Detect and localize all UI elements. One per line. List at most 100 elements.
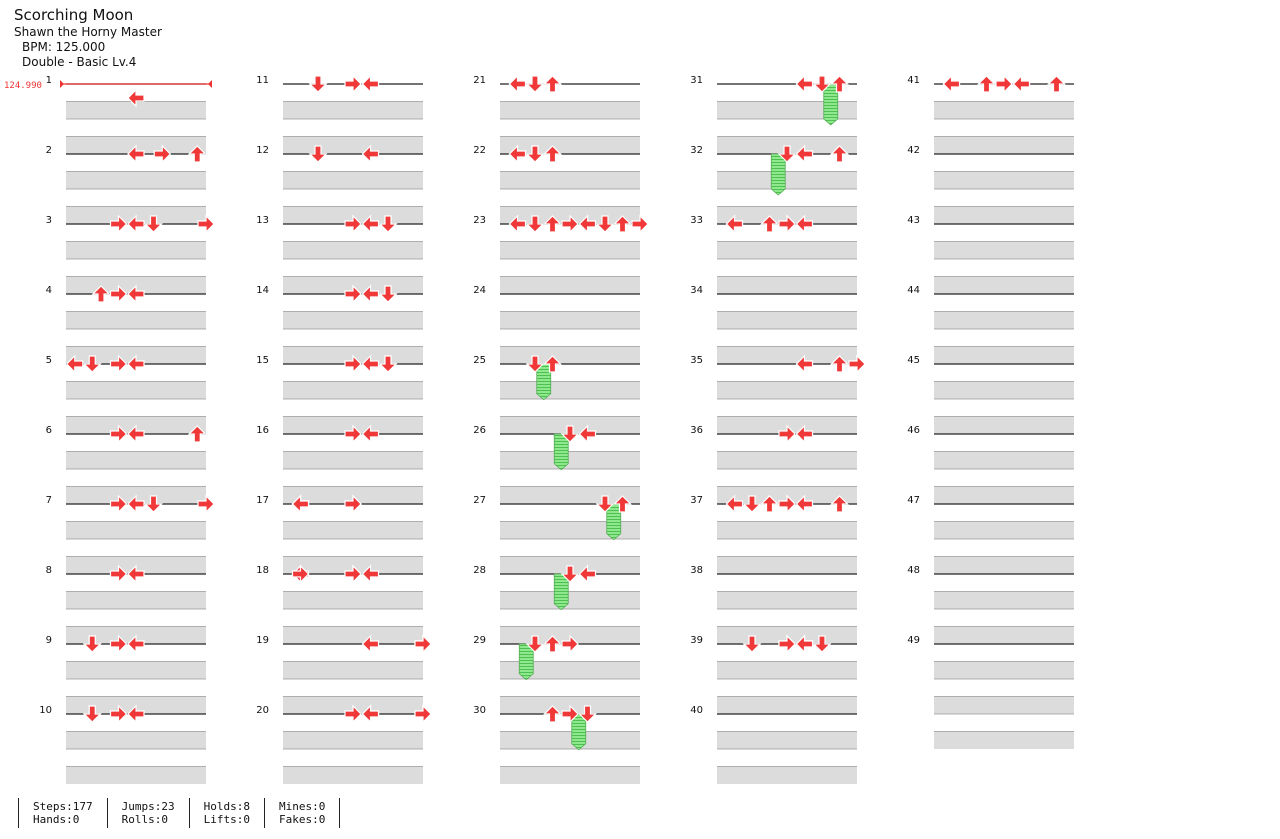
measure-number: 27 <box>473 495 486 506</box>
note-arrow-r <box>848 354 866 374</box>
note-arrow-r <box>291 564 310 584</box>
note-arrow-r <box>109 494 128 514</box>
measure-number: 21 <box>473 75 486 86</box>
note-arrow-r <box>778 214 796 234</box>
note-arrow-l <box>361 564 380 584</box>
note-arrow-l <box>361 634 380 654</box>
hold-note <box>770 153 786 196</box>
measure-number: 44 <box>907 285 920 296</box>
measure-35: 35 <box>690 355 857 434</box>
measure-number: 46 <box>907 425 920 436</box>
hold-note <box>571 713 587 751</box>
note-arrow-l <box>361 144 380 164</box>
note-arrow-r <box>109 424 128 444</box>
note-arrow-r <box>153 144 172 164</box>
measure-20: 20 <box>256 705 423 784</box>
note-arrow-u <box>613 495 632 513</box>
note-arrow-l <box>127 704 145 724</box>
note-arrow-d <box>308 75 328 93</box>
measure-14: 14 <box>256 285 423 364</box>
stat-value: Holds:8 <box>203 800 250 813</box>
note-arrow-l <box>127 214 145 234</box>
stat-column: Mines:0 Fakes:0 <box>263 798 341 828</box>
measure-number: 47 <box>907 495 920 506</box>
measure-37: 37 <box>690 495 857 574</box>
measure-3: 3 <box>46 215 206 294</box>
note-arrow-u <box>830 145 849 163</box>
note-arrow-u <box>830 495 849 513</box>
note-arrow-l <box>795 214 814 234</box>
note-arrow-d <box>525 75 545 93</box>
measure-number: 36 <box>690 425 703 436</box>
measure-number: 8 <box>46 565 52 576</box>
measure-number: 5 <box>46 355 52 366</box>
note-arrow-d <box>82 355 102 373</box>
note-arrow-d <box>812 75 832 93</box>
note-arrow-l <box>127 354 145 374</box>
measure-number: 28 <box>473 565 486 576</box>
measure-number: 3 <box>46 215 52 226</box>
note-arrow-l <box>127 144 145 164</box>
stat-column: Jumps:23 Rolls:0 <box>106 798 189 828</box>
measure-12: 12 <box>256 145 423 224</box>
note-arrow-l <box>795 144 814 164</box>
note-arrow-u <box>543 355 562 373</box>
measure-41: 41 <box>907 75 1074 154</box>
measure-22: 22 <box>473 145 640 224</box>
measure-5: 5 <box>46 355 206 434</box>
hold-note <box>553 573 569 611</box>
measure-number: 9 <box>46 635 52 646</box>
note-arrow-u <box>91 285 111 303</box>
note-arrow-r <box>995 74 1013 94</box>
measure-33: 33 <box>690 215 857 294</box>
note-arrow-u <box>977 75 996 93</box>
note-arrow-r <box>414 704 432 724</box>
note-arrow-l <box>795 354 814 374</box>
measure-number: 35 <box>690 355 703 366</box>
measure-number: 25 <box>473 355 486 366</box>
stat-value: Fakes:0 <box>278 813 326 827</box>
measure-48: 48 <box>907 565 1074 644</box>
note-arrow-r <box>109 354 128 374</box>
note-arrow-r <box>778 634 796 654</box>
song-difficulty: Double - Basic Lv.4 <box>22 54 137 69</box>
note-arrow-r <box>109 564 128 584</box>
measure-number: 30 <box>473 705 486 716</box>
measure-number: 34 <box>690 285 703 296</box>
note-arrow-l <box>795 634 814 654</box>
note-arrow-u <box>760 495 779 513</box>
note-arrow-d <box>144 215 163 233</box>
measure-number: 33 <box>690 215 703 226</box>
song-bpm: BPM: 125.000 <box>22 39 106 54</box>
measure-19: 19 <box>256 635 423 714</box>
measure-number: 10 <box>39 705 52 716</box>
measure-4: 4 <box>46 285 206 364</box>
measure-1: 1 <box>46 75 206 154</box>
stat-column: Steps:177 Hands:0 <box>18 798 107 828</box>
note-arrow-u <box>830 75 849 93</box>
measure-42: 42 <box>907 145 1074 224</box>
measure-number: 32 <box>690 145 703 156</box>
measure-number: 48 <box>907 565 920 576</box>
measure-10: 10 <box>39 705 206 784</box>
measure-43: 43 <box>907 215 1074 294</box>
measure-number: 2 <box>46 145 52 156</box>
note-arrow-l <box>361 354 380 374</box>
stats-bar: Steps:177 Hands:0 Jumps:23 Rolls:0 Holds:8 Li… <box>18 798 341 828</box>
note-arrow-l <box>361 424 380 444</box>
measure-16: 16 <box>256 425 423 504</box>
note-arrow-l <box>578 564 597 584</box>
measure-number: 12 <box>256 145 269 156</box>
measure-number: 40 <box>690 705 703 716</box>
measure-26: 26 <box>473 425 640 504</box>
measure-number: 41 <box>907 75 920 86</box>
note-arrow-d <box>525 355 545 373</box>
bpm-change-marker: 124.990 <box>4 80 212 91</box>
measure-46: 46 <box>907 425 1074 504</box>
note-arrow-d <box>378 285 398 303</box>
note-arrow-l <box>127 634 145 654</box>
measure-36: 36 <box>690 425 857 504</box>
measure-number: 16 <box>256 425 269 436</box>
note-arrow-u <box>543 215 562 233</box>
note-arrow-l <box>508 214 527 234</box>
